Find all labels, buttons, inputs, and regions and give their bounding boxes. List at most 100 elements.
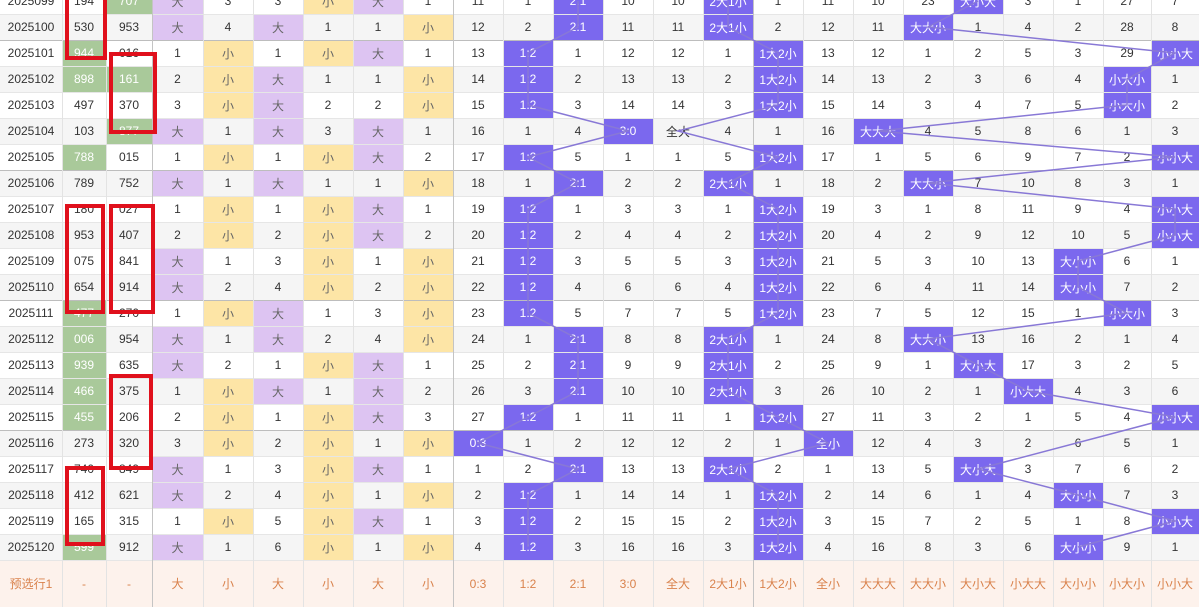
footer-option[interactable]: 1:2 bbox=[519, 576, 537, 591]
trend-cell: 1 bbox=[924, 358, 932, 372]
trend-cell: 3 bbox=[1074, 46, 1082, 60]
trend-cell: 小 bbox=[403, 248, 453, 274]
row-divider bbox=[0, 378, 1199, 379]
trend-cell: 14 bbox=[871, 98, 885, 112]
trend-cell: 16 bbox=[1021, 332, 1035, 346]
trend-cell: 16 bbox=[821, 124, 835, 138]
footer-option[interactable]: 大大大 bbox=[859, 577, 896, 591]
trend-cell: 1:2 bbox=[503, 508, 553, 534]
trend-cell: 1:2 bbox=[503, 274, 553, 300]
trend-cell: 1大2小 bbox=[753, 40, 803, 66]
trend-cell: 1 bbox=[374, 20, 382, 34]
trend-cell: 1 bbox=[924, 46, 932, 60]
period-cell: 2025106 bbox=[7, 176, 55, 190]
trend-cell: 3 bbox=[824, 514, 832, 528]
trend-cell: 5 bbox=[274, 514, 282, 528]
footer-option[interactable]: 1大2小 bbox=[759, 577, 797, 591]
footer-option[interactable]: 2大1小 bbox=[709, 577, 747, 591]
footer-option[interactable]: 大小小 bbox=[1059, 577, 1096, 591]
footer-option[interactable]: 小大大 bbox=[1009, 577, 1046, 591]
footer-option[interactable]: 小 bbox=[421, 577, 434, 591]
footer-option[interactable]: 大 bbox=[271, 577, 284, 591]
footer-option[interactable]: 大 bbox=[171, 577, 184, 591]
trend-cell: 小 bbox=[303, 196, 353, 222]
trend-cell: 5 bbox=[674, 254, 682, 268]
trend-cell: 大 bbox=[253, 14, 303, 40]
draw-number-1: 194 bbox=[73, 0, 95, 8]
trend-cell: 1 bbox=[174, 46, 181, 60]
draw-number-2: 370 bbox=[118, 98, 140, 112]
footer-option[interactable]: 0:3 bbox=[469, 576, 487, 591]
trend-cell: 小 bbox=[203, 378, 253, 404]
trend-cell: 2 bbox=[574, 514, 582, 528]
footer-option[interactable]: 小 bbox=[221, 577, 234, 591]
footer-option[interactable]: 3:0 bbox=[619, 576, 637, 591]
trend-cell: 18 bbox=[821, 176, 835, 190]
trend-cell: 小 bbox=[303, 248, 353, 274]
trend-cell: 2 bbox=[674, 176, 682, 190]
trend-cell: 3 bbox=[1123, 176, 1131, 190]
trend-cell: 6 bbox=[274, 540, 282, 554]
trend-cell: 14 bbox=[621, 98, 635, 112]
trend-cell: 2大1小 bbox=[703, 170, 753, 196]
footer-option[interactable]: 大 bbox=[371, 577, 384, 591]
footer-option[interactable]: 大小大 bbox=[959, 577, 996, 591]
trend-cell: 26 bbox=[471, 384, 485, 398]
footer-option[interactable]: 全大 bbox=[665, 577, 690, 591]
trend-cell: 10 bbox=[1021, 176, 1035, 190]
footer-option[interactable]: 全小 bbox=[815, 577, 840, 591]
trend-cell: 27 bbox=[471, 410, 485, 424]
trend-cell: 4 bbox=[924, 280, 932, 294]
trend-cell: 1 bbox=[474, 462, 482, 476]
trend-cell: 小 bbox=[303, 482, 353, 508]
trend-cell: 小 bbox=[203, 40, 253, 66]
trend-cell: 1 bbox=[1024, 410, 1032, 424]
trend-cell: 2 bbox=[1123, 358, 1131, 372]
trend-cell: 1 bbox=[274, 46, 282, 60]
footer-option[interactable]: 大大小 bbox=[909, 577, 946, 591]
trend-cell: 2 bbox=[824, 488, 832, 502]
trend-cell: 4 bbox=[1024, 488, 1032, 502]
trend-cell: 5 bbox=[724, 150, 732, 164]
trend-cell: 13 bbox=[671, 462, 685, 476]
trend-cell: 6 bbox=[1074, 124, 1082, 138]
trend-cell: 2大1小 bbox=[703, 456, 753, 482]
period-cell: 2025120 bbox=[7, 540, 55, 554]
trend-cell: 1 bbox=[224, 124, 232, 138]
trend-cell: 1 bbox=[174, 306, 181, 320]
trend-cell: 2 bbox=[374, 98, 382, 112]
trend-cell: 8 bbox=[874, 332, 882, 346]
footer-option[interactable]: 小大小 bbox=[1108, 577, 1145, 591]
trend-cell: 12 bbox=[621, 46, 635, 60]
trend-cell: 2 bbox=[574, 72, 582, 86]
draw-number-1: 273 bbox=[73, 436, 95, 450]
trend-cell: 16 bbox=[621, 540, 635, 554]
draw-number-1: 740 bbox=[73, 462, 95, 476]
trend-cell: 1大2小 bbox=[753, 300, 803, 326]
trend-cell: 6 bbox=[1123, 462, 1131, 476]
trend-cell: 2 bbox=[574, 228, 582, 242]
trend-cell: 1 bbox=[1074, 306, 1082, 320]
trend-cell: 2:1 bbox=[553, 326, 603, 352]
footer-option[interactable]: 2:1 bbox=[569, 576, 587, 591]
trend-cell: 15 bbox=[471, 98, 485, 112]
trend-cell: 小小大 bbox=[1151, 508, 1199, 534]
column-divider bbox=[1103, 0, 1104, 607]
trend-cell: 27 bbox=[1120, 0, 1134, 8]
trend-cell: 2:1 bbox=[553, 378, 603, 404]
draw-number-2: 161 bbox=[106, 66, 152, 92]
trend-cell: 13 bbox=[821, 46, 835, 60]
footer-option[interactable]: 小小大 bbox=[1156, 577, 1193, 591]
footer-option[interactable]: 小 bbox=[321, 577, 334, 591]
trend-cell: 大 bbox=[353, 144, 403, 170]
trend-cell: 大小大 bbox=[953, 0, 1003, 14]
trend-cell: 3 bbox=[774, 384, 782, 398]
row-divider bbox=[0, 300, 1199, 301]
row-divider bbox=[0, 92, 1199, 93]
trend-cell: 3 bbox=[274, 0, 282, 8]
period-cell: 2025117 bbox=[8, 462, 54, 476]
trend-cell: 大 bbox=[152, 274, 203, 300]
trend-cell: 17 bbox=[821, 150, 835, 164]
trend-cell: 小 bbox=[203, 430, 253, 456]
trend-cell: 3:0 bbox=[603, 118, 653, 144]
